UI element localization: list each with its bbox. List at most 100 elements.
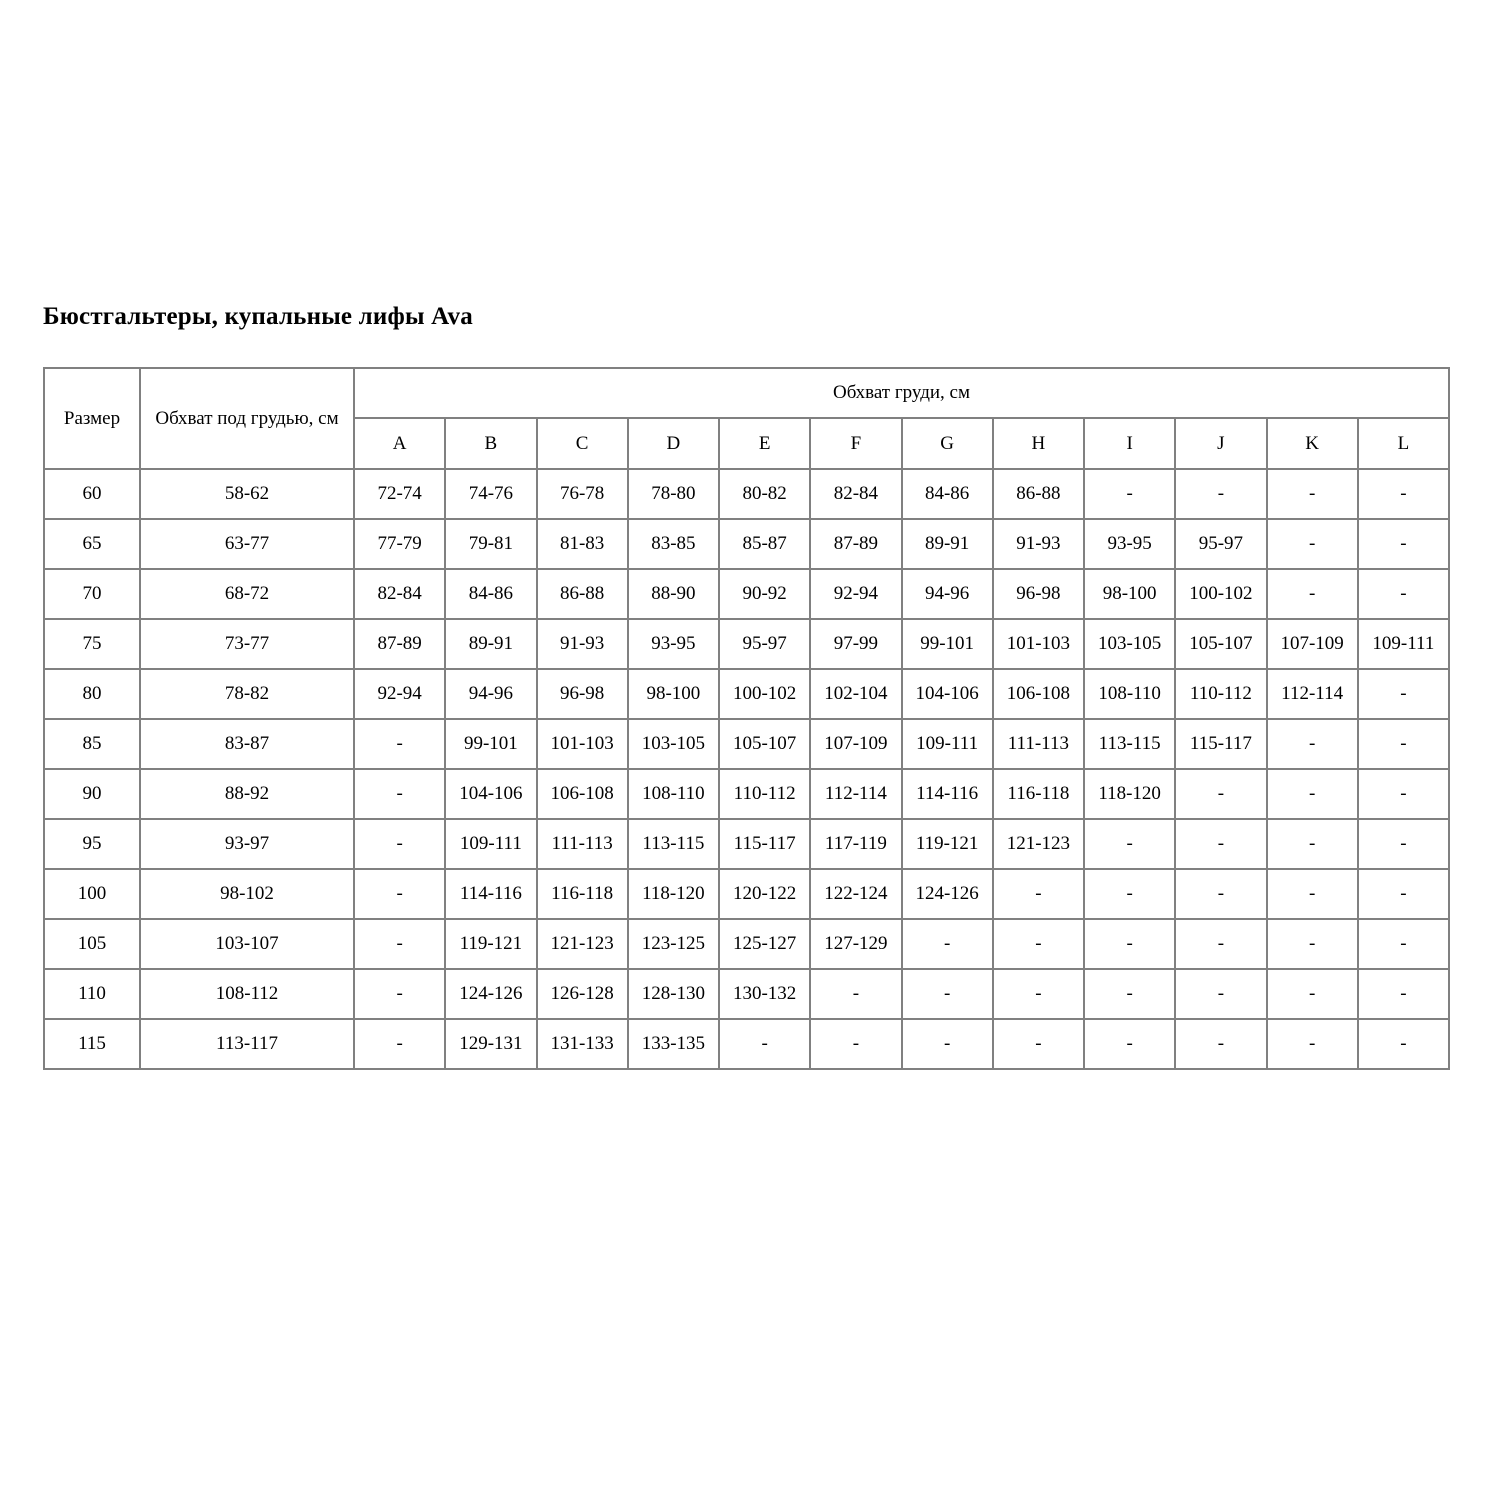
cell-cup-k: - [1265, 818, 1359, 870]
cell-cup-f: 112-114 [809, 768, 903, 820]
cell-cup-k: - [1265, 868, 1359, 920]
cell-cup-k: - [1265, 918, 1359, 970]
cell-cup-l: - [1356, 918, 1451, 970]
header-cup-b: B [444, 417, 538, 470]
table-row: 105 103-107-119-121 121-123 123-125 125-127 1… [43, 918, 1451, 970]
cell-cup-a: 92-94 [352, 668, 447, 720]
header-cup-d: D [626, 417, 721, 470]
cell-cup-i: - [1082, 968, 1177, 1020]
cell-cup-g: - [900, 918, 994, 970]
cell-cup-e: - [717, 1018, 812, 1070]
cell-underbust: 88-92 [139, 768, 355, 820]
cell-cup-g: 84-86 [900, 468, 994, 520]
cell-cup-f: 102-104 [809, 668, 903, 720]
cell-size: 75 [43, 618, 141, 670]
cell-cup-e: 90-92 [717, 568, 812, 620]
cell-cup-l: - [1356, 718, 1451, 770]
cell-underbust: 83-87 [139, 718, 355, 770]
cell-underbust: 73-77 [139, 618, 355, 670]
cell-cup-j: - [1174, 468, 1268, 520]
cell-cup-i: - [1082, 468, 1177, 520]
cell-cup-a: 87-89 [352, 618, 447, 670]
cell-cup-i: - [1082, 868, 1177, 920]
cell-cup-f: 117-119 [809, 818, 903, 870]
cell-size: 65 [43, 518, 141, 570]
cell-cup-k: - [1265, 568, 1359, 620]
cell-cup-d: 103-105 [626, 718, 721, 770]
cell-cup-f: - [809, 1018, 903, 1070]
cell-cup-l: - [1356, 518, 1451, 570]
cell-size: 90 [43, 768, 141, 820]
table-row: 110 108-112-124-126 126-128 128-130 130-132-… [43, 968, 1451, 1020]
cell-cup-c: 111-113 [535, 818, 629, 870]
cell-underbust: 58-62 [139, 468, 355, 520]
cell-cup-h: 116-118 [991, 768, 1086, 820]
cell-cup-c: 116-118 [535, 868, 629, 920]
cell-cup-c: 126-128 [535, 968, 629, 1020]
table-header: Размер Обхват под грудью, см Обхват груд… [43, 367, 1451, 470]
header-size: Размер [43, 367, 141, 470]
table-row: 65 63-77 77-79 79-81 81-83 83-85 85-87 87-89 89-… [43, 518, 1451, 570]
cell-cup-i: 113-115 [1082, 718, 1177, 770]
cell-cup-l: - [1356, 968, 1451, 1020]
header-underbust: Обхват под грудью, см [139, 367, 355, 470]
cell-cup-i: 93-95 [1082, 518, 1177, 570]
cell-cup-j: - [1174, 818, 1268, 870]
cell-cup-l: - [1356, 768, 1451, 820]
cell-cup-g: - [900, 1018, 994, 1070]
cell-cup-j: 110-112 [1174, 668, 1268, 720]
cell-cup-e: 110-112 [717, 768, 812, 820]
table-body: 60 58-62 72-74 74-76 76-78 78-80 80-82 82-84 84-… [43, 468, 1451, 1070]
cell-cup-a: - [352, 718, 447, 770]
cell-cup-e: 95-97 [717, 618, 812, 670]
cell-cup-b: 114-116 [444, 868, 538, 920]
cell-cup-d: 88-90 [626, 568, 721, 620]
cell-cup-g: 89-91 [900, 518, 994, 570]
cell-cup-e: 105-107 [717, 718, 812, 770]
table-row: 80 78-82 92-94 94-96 96-98 98-100 100-102 102-1… [43, 668, 1451, 720]
cell-cup-f: 122-124 [809, 868, 903, 920]
cell-cup-i: - [1082, 1018, 1177, 1070]
cell-cup-j: 95-97 [1174, 518, 1268, 570]
cell-cup-b: 74-76 [444, 468, 538, 520]
table-row: 115 113-117-129-131 131-133 133-135- - - - - - - - [43, 1018, 1451, 1070]
cell-cup-b: 104-106 [444, 768, 538, 820]
cell-underbust: 63-77 [139, 518, 355, 570]
header-cup-a: A [352, 417, 447, 470]
cell-cup-b: 99-101 [444, 718, 538, 770]
table-row: 70 68-72 82-84 84-86 86-88 88-90 90-92 92-94 94-… [43, 568, 1451, 620]
cell-cup-b: 79-81 [444, 518, 538, 570]
cell-cup-g: 119-121 [900, 818, 994, 870]
cell-cup-j: 115-117 [1174, 718, 1268, 770]
cell-cup-i: 108-110 [1082, 668, 1177, 720]
cell-underbust: 103-107 [139, 918, 355, 970]
cell-size: 60 [43, 468, 141, 520]
cell-cup-d: 93-95 [626, 618, 721, 670]
cell-cup-d: 118-120 [626, 868, 721, 920]
cell-cup-l: - [1356, 468, 1451, 520]
cell-cup-c: 91-93 [535, 618, 629, 670]
cell-cup-c: 101-103 [535, 718, 629, 770]
cell-cup-e: 115-117 [717, 818, 812, 870]
cell-cup-c: 76-78 [535, 468, 629, 520]
cell-cup-j: - [1174, 918, 1268, 970]
cell-cup-d: 98-100 [626, 668, 721, 720]
cell-cup-a: - [352, 818, 447, 870]
cell-cup-f: 87-89 [809, 518, 903, 570]
cell-cup-h: 121-123 [991, 818, 1086, 870]
cell-cup-g: 99-101 [900, 618, 994, 670]
cell-cup-h: 86-88 [991, 468, 1086, 520]
header-row-top: Размер Обхват под грудью, см Обхват груд… [43, 367, 1450, 470]
cell-size: 85 [43, 718, 141, 770]
cell-cup-j: - [1174, 768, 1268, 820]
header-cup-j: J [1174, 417, 1268, 470]
size-chart-table: Размер Обхват под грудью, см Обхват груд… [43, 367, 1451, 1070]
cell-cup-f: 127-129 [809, 918, 903, 970]
cell-size: 105 [43, 918, 141, 970]
cell-cup-l: - [1356, 668, 1451, 720]
cell-cup-k: - [1265, 1018, 1359, 1070]
cell-cup-l: 109-111 [1356, 618, 1451, 670]
table-row: 75 73-77 87-89 89-91 91-93 93-95 95-97 97-99 99-… [43, 618, 1451, 670]
cell-cup-d: 108-110 [626, 768, 721, 820]
